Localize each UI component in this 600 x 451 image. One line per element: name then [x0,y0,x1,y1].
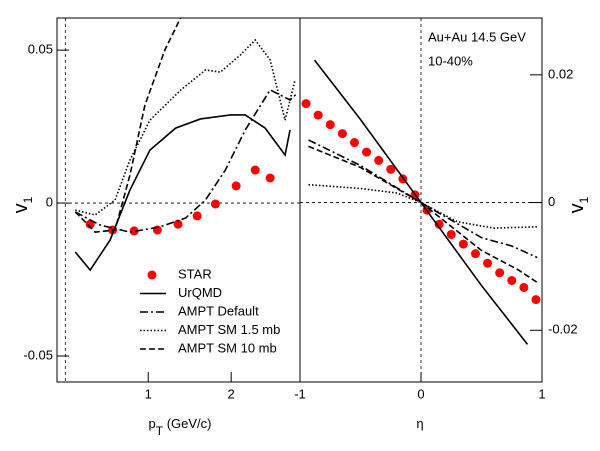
y-tick-label: -0.02 [548,322,578,337]
data-line [308,145,538,284]
data-point [446,229,456,239]
data-point [325,120,335,130]
data-line [74,114,291,272]
data-point [386,164,396,174]
data-line [74,88,299,233]
y-tick-label: 0.05 [28,42,53,57]
y-tick-label: 0 [548,194,555,209]
data-line [74,18,182,233]
data-point [337,129,347,139]
data-point [265,173,275,183]
plot-area [301,59,541,345]
x-tick-label: 1 [145,386,152,401]
data-point [192,211,202,221]
axis-label-part: 1 [21,196,35,203]
data-point [250,165,260,175]
y-tick-label: 0.02 [548,66,573,81]
axis-label-part: T [156,424,164,438]
legend-label: UrQMD [178,285,222,300]
legend-label: STAR [178,266,212,281]
data-point [434,219,444,229]
axis-label-part: v [10,203,32,213]
x-tick-label: 2 [228,386,235,401]
data-point [458,239,468,249]
axis-label-part: p [149,416,156,431]
data-line [308,183,538,229]
data-point [374,155,384,165]
axis-label: pT (GeV/c) [149,416,212,438]
y-tick-label: 0 [46,194,53,209]
data-point [313,110,323,120]
legend-label: AMPT Default [178,303,259,318]
legend-marker [147,270,157,280]
data-point [483,258,493,268]
data-point [362,147,372,157]
axis-label-part: v [566,203,588,213]
x-tick-label: 0 [417,386,424,401]
x-tick-label: 1 [538,386,545,401]
plot-area [74,18,299,272]
data-line [75,38,296,216]
data-point [349,138,359,148]
data-point [519,282,529,292]
annotation: Au+Au 14.5 GeV [428,29,526,44]
data-point [173,219,183,229]
axis-label: η [416,416,423,431]
legend-label: AMPT SM 10 mb [178,340,277,355]
data-point [531,295,541,305]
axis-label-part: (GeV/c) [163,416,211,431]
axis-label-part: 1 [577,196,591,203]
annotation: 10-40% [428,53,473,68]
data-point [470,249,480,259]
data-point [231,181,241,191]
data-line [308,139,538,259]
axis-label-part: η [416,416,423,431]
x-tick-label: -1 [294,386,306,401]
data-point [495,268,505,278]
data-point [301,99,311,109]
data-point [129,226,139,236]
axis-label: v1 [566,196,591,213]
y-tick-label: -0.05 [23,347,53,362]
legend-label: AMPT SM 1.5 mb [178,322,280,337]
data-point [210,199,220,209]
axis-label: v1 [10,196,35,213]
data-point [507,275,517,285]
